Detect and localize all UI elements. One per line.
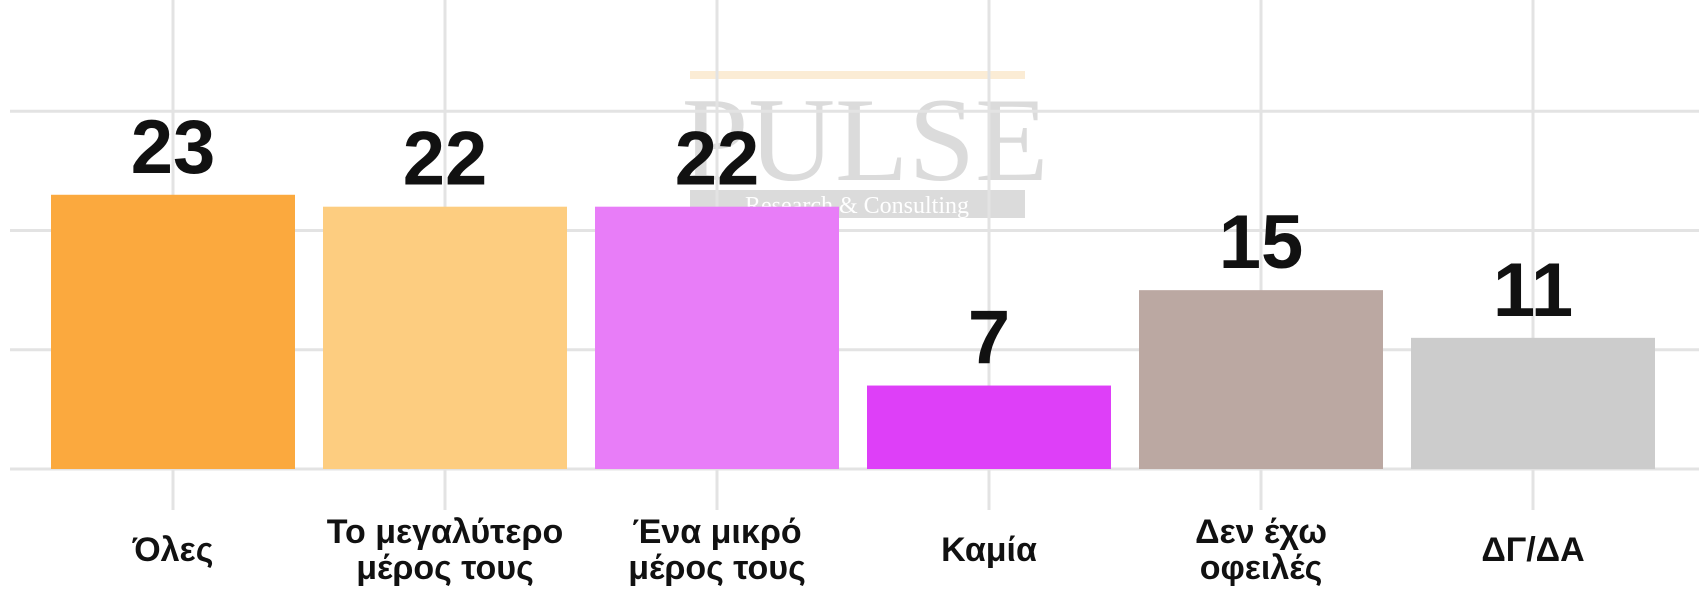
bar <box>595 206 839 469</box>
plot: 23 22 22 7 15 11 <box>10 0 1699 510</box>
bar <box>51 194 295 469</box>
value-label: 22 <box>403 117 488 202</box>
watermark: PULSE Research & Consulting <box>682 71 1049 219</box>
bar <box>323 206 567 469</box>
x-tick-label: ΔΓ/ΔΑ <box>1481 531 1585 569</box>
value-label: 23 <box>131 105 216 190</box>
value-label: 11 <box>1493 248 1573 333</box>
value-label: 7 <box>968 296 1010 381</box>
x-tick-label: Ένα μικρό μέρος τους <box>628 513 806 587</box>
x-tick-label: Δεν έχω οφειλές <box>1195 513 1327 587</box>
x-tick-label: Το μεγαλύτερο μέρος τους <box>326 513 564 587</box>
bar <box>1411 337 1655 469</box>
bar <box>867 385 1111 469</box>
x-tick-label: Όλες <box>132 531 214 569</box>
x-tick-label: Καμία <box>941 531 1037 569</box>
value-label: 15 <box>1219 200 1304 285</box>
value-label: 22 <box>675 117 760 202</box>
watermark-title: PULSE <box>682 73 1049 206</box>
bar <box>1139 290 1383 469</box>
